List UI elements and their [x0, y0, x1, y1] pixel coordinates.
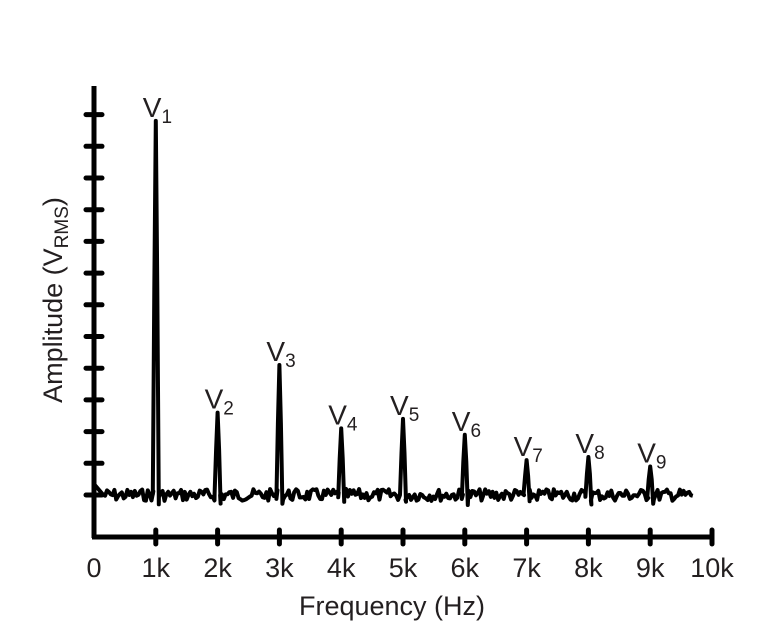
x-tick-label: 6k	[451, 553, 480, 583]
spectrum-trace	[92, 118, 694, 507]
x-ticks	[153, 527, 715, 547]
x-tick-label: 10k	[690, 553, 734, 583]
axes	[83, 86, 715, 547]
peak-label: V5	[390, 390, 419, 426]
x-tick-label: 8k	[574, 553, 603, 583]
x-tick-label: 4k	[327, 553, 356, 583]
x-tick-label: 1k	[142, 553, 171, 583]
peak-label: V4	[328, 399, 358, 435]
peak-label: V1	[143, 92, 172, 128]
x-tick-label: 3k	[265, 553, 294, 583]
peak-label: V7	[514, 431, 543, 467]
peak-label: V9	[637, 437, 666, 473]
peak-label: V8	[575, 428, 604, 464]
x-tick-label: 9k	[636, 553, 665, 583]
y-ticks	[83, 112, 105, 498]
x-tick-label: 7k	[512, 553, 541, 583]
x-axis-title: Frequency (Hz)	[299, 591, 485, 621]
peak-label: V2	[205, 384, 234, 420]
x-tick-labels: 0 1k 2k 3k 4k 5k 6k 7k 8k 9k 10k	[86, 553, 734, 583]
peak-labels: V1 V2 V3 V4 V5 V6 V7 V8 V9	[143, 92, 667, 474]
x-tick-label: 0	[86, 553, 101, 583]
peak-label: V3	[266, 336, 295, 372]
x-tick-label: 2k	[203, 553, 232, 583]
y-axis-title: Amplitude (VRMS)	[38, 197, 73, 403]
peak-label: V6	[452, 406, 481, 442]
x-tick-label: 5k	[389, 553, 418, 583]
